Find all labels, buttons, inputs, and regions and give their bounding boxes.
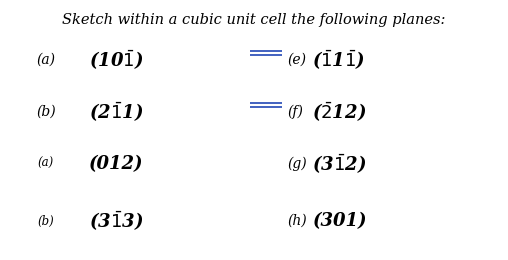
Text: ($\bar{2}$12): ($\bar{2}$12) — [312, 100, 367, 124]
Text: (b): (b) — [36, 105, 55, 119]
Text: (2$\bar{1}$1): (2$\bar{1}$1) — [89, 100, 143, 124]
Text: Sketch within a cubic unit cell the following planes:: Sketch within a cubic unit cell the foll… — [62, 13, 446, 27]
Text: (012): (012) — [89, 155, 143, 173]
Text: (b): (b) — [38, 214, 54, 228]
Text: (3$\bar{1}$3): (3$\bar{1}$3) — [89, 209, 143, 233]
Text: (10$\bar{1}$): (10$\bar{1}$) — [89, 48, 143, 72]
Text: (e): (e) — [287, 53, 306, 67]
Text: ($\bar{1}$1$\bar{1}$): ($\bar{1}$1$\bar{1}$) — [312, 48, 366, 72]
Text: (a): (a) — [36, 53, 55, 67]
Text: (3$\bar{1}$2): (3$\bar{1}$2) — [312, 152, 367, 176]
Text: (301): (301) — [312, 212, 367, 230]
Text: (g): (g) — [287, 157, 307, 171]
Text: (a): (a) — [38, 157, 54, 170]
Text: (h): (h) — [287, 214, 307, 228]
Text: (f): (f) — [287, 105, 303, 119]
